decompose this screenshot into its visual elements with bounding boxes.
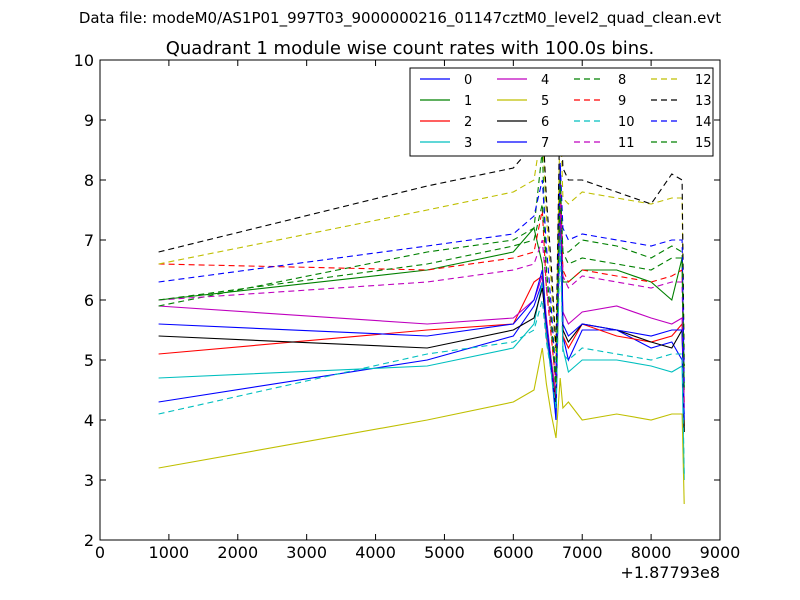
legend-label-1: 1 [464, 94, 472, 109]
legend-label-2: 2 [464, 115, 472, 130]
axis-ticks: 0 1000 2000 3000 4000 5000 6000 7000 8000 9000 2 3 4… [74, 51, 741, 562]
legend-label-9: 9 [618, 94, 626, 109]
y-tick-label: 3 [84, 471, 94, 490]
legend-label-4: 4 [541, 73, 549, 88]
legend-label-3: 3 [464, 136, 472, 151]
y-tick-label: 8 [84, 171, 94, 190]
legend-label-13: 13 [695, 94, 712, 109]
legend-label-7: 7 [541, 136, 549, 151]
y-tick-label: 6 [84, 291, 94, 310]
legend-label-6: 6 [541, 115, 549, 130]
y-tick-label: 7 [84, 231, 94, 250]
legend-label-12: 12 [695, 73, 712, 88]
legend-label-0: 0 [464, 73, 472, 88]
x-tick-label: 0 [95, 543, 105, 562]
x-tick-label: 2000 [217, 543, 258, 562]
legend-label-11: 11 [618, 136, 635, 151]
y-tick-label: 2 [84, 531, 94, 550]
chart-suptitle: Data file: modeM0/AS1P01_997T03_90000002… [79, 9, 721, 28]
legend-label-15: 15 [695, 136, 712, 151]
x-tick-label: 5000 [424, 543, 465, 562]
series-line-1 [158, 167, 685, 433]
series-line-3 [158, 209, 685, 481]
x-tick-label: 3000 [286, 543, 327, 562]
x-offset-label: +1.87793e8 [620, 563, 720, 582]
series-line-12 [158, 107, 685, 373]
series-line-7 [158, 167, 685, 421]
x-tick-label: 8000 [631, 543, 672, 562]
series-line-5 [158, 347, 685, 505]
series-line-4 [158, 203, 685, 409]
legend-box [409, 67, 714, 157]
y-tick-label: 9 [84, 111, 94, 130]
series-line-0 [158, 185, 685, 415]
series-line-15 [158, 179, 685, 391]
series-line-11 [158, 191, 685, 409]
y-tick-label: 5 [84, 351, 94, 370]
series-line-2 [158, 179, 685, 427]
y-tick-label: 4 [84, 411, 94, 430]
legend-label-14: 14 [695, 115, 712, 130]
x-tick-label: 6000 [493, 543, 534, 562]
x-tick-label: 9000 [700, 543, 741, 562]
legend-label-5: 5 [541, 94, 549, 109]
x-tick-label: 1000 [149, 543, 190, 562]
x-tick-label: 7000 [562, 543, 603, 562]
y-tick-label: 10 [74, 51, 94, 70]
x-tick-label: 4000 [355, 543, 396, 562]
series-line-14 [158, 161, 685, 385]
series-line-6 [158, 173, 685, 433]
legend-label-8: 8 [618, 73, 626, 88]
chart-title: Quadrant 1 module wise count rates with … [166, 38, 655, 59]
series-line-10 [158, 239, 685, 475]
legend-label-10: 10 [618, 115, 635, 130]
